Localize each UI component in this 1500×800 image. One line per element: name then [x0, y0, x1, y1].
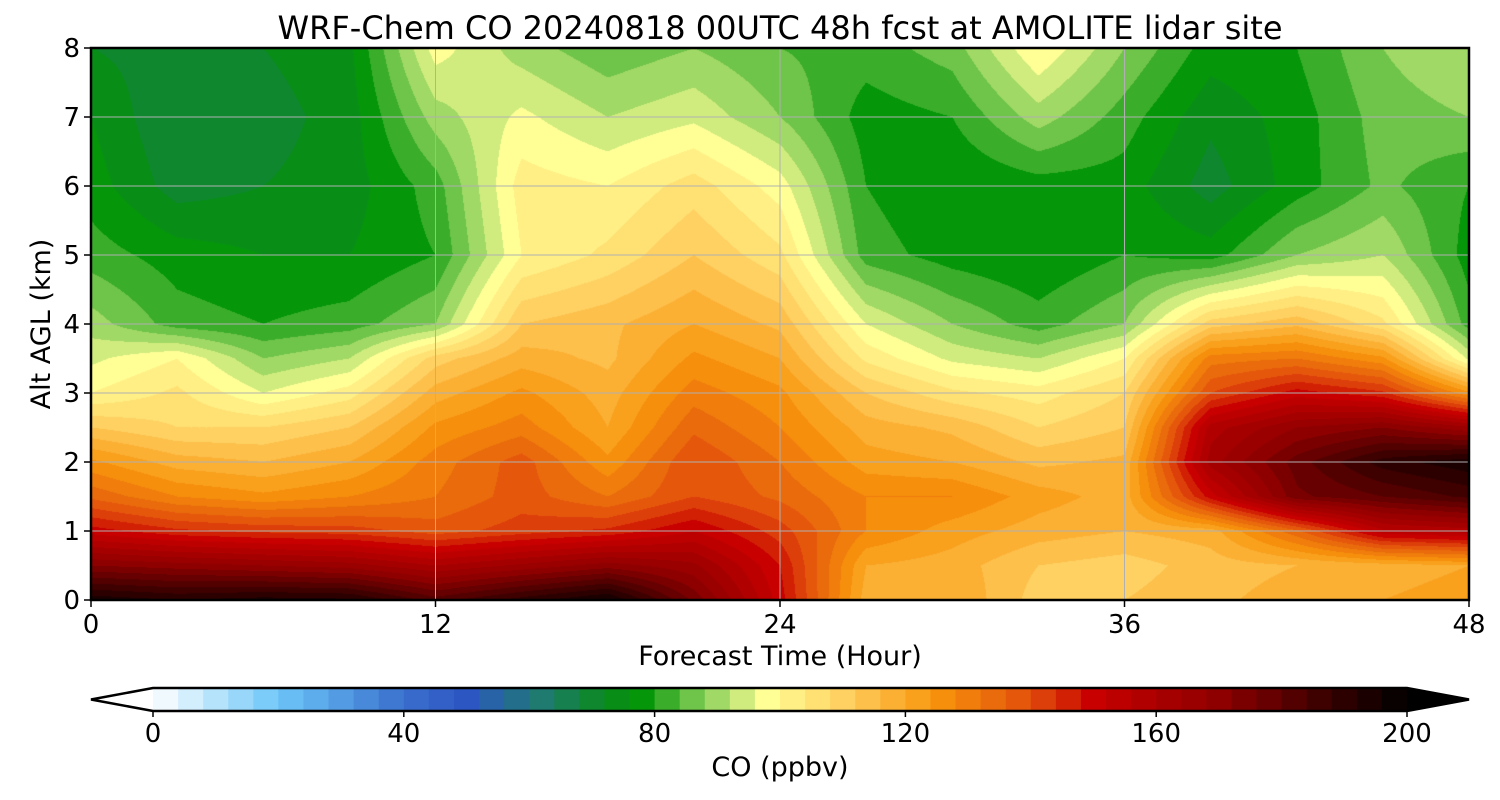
- colorbar-swatch: [855, 688, 881, 711]
- colorbar-swatch: [1131, 688, 1157, 711]
- colorbar-swatch: [1055, 688, 1082, 711]
- x-axis-label: Forecast Time (Hour): [638, 641, 922, 672]
- colorbar-swatch: [303, 688, 330, 711]
- colorbar-swatch: [353, 688, 380, 711]
- colorbar-swatch: [1005, 688, 1032, 711]
- colorbar-swatch: [830, 688, 856, 711]
- colorbar-swatch: [1331, 688, 1358, 711]
- colorbar-swatch: [1306, 688, 1333, 711]
- colorbar-swatch: [1231, 688, 1258, 711]
- colorbar-swatch: [579, 688, 606, 711]
- y-tick-label: 4: [63, 310, 80, 340]
- y-axis: 0 1 2 3 4 5 6 7 8: [63, 34, 91, 616]
- colorbar-swatch: [654, 688, 681, 711]
- colorbar-extend-min: [91, 688, 153, 711]
- colorbar-swatch: [378, 688, 405, 711]
- y-tick-label: 6: [63, 172, 80, 202]
- colorbar-swatch: [278, 688, 305, 711]
- colorbar-extend-max: [1407, 688, 1469, 711]
- colorbar-tick-label: 200: [1382, 719, 1432, 749]
- y-tick-label: 7: [63, 103, 80, 133]
- colorbar-swatch: [1356, 688, 1383, 711]
- colorbar-swatch: [428, 688, 455, 711]
- colorbar-swatch: [754, 688, 781, 711]
- colorbar-swatch: [453, 688, 480, 711]
- colorbar-swatch: [1206, 688, 1233, 711]
- colorbar-swatch: [1381, 688, 1408, 711]
- y-tick-label: 0: [63, 586, 80, 616]
- colorbar-swatch: [403, 688, 430, 711]
- x-tick-label: 48: [1452, 610, 1485, 640]
- colorbar-swatch: [704, 688, 731, 711]
- colorbar-swatch: [930, 688, 957, 711]
- colorbar: 0 40 80 120 160 200: [90, 686, 1470, 749]
- colorbar-swatch: [529, 688, 555, 711]
- chart-title: WRF-Chem CO 20240818 00UTC 48h fcst at A…: [277, 9, 1282, 47]
- colorbar-swatch: [955, 688, 982, 711]
- y-tick-label: 3: [63, 379, 80, 409]
- colorbar-swatch: [328, 688, 355, 711]
- colorbar-tick-label: 160: [1131, 719, 1181, 749]
- colorbar-swatch: [253, 688, 279, 711]
- y-tick-label: 2: [63, 448, 80, 478]
- colorbar-swatch: [554, 688, 580, 711]
- colorbar-swatch: [228, 688, 254, 711]
- colorbar-swatch: [905, 688, 932, 711]
- colorbar-tick-label: 120: [881, 719, 931, 749]
- grid-lines: [91, 48, 1469, 600]
- colorbar-swatch: [805, 688, 831, 711]
- colorbar-swatch: [1156, 688, 1182, 711]
- x-axis: 0 12 24 36 48: [83, 600, 1486, 640]
- colorbar-swatch: [479, 688, 505, 711]
- colorbar-swatch: [178, 688, 204, 711]
- colorbar-tick-label: 80: [638, 719, 671, 749]
- x-tick-label: 12: [419, 610, 452, 640]
- y-tick-label: 8: [63, 34, 80, 64]
- colorbar-swatch: [1281, 688, 1308, 711]
- colorbar-tick-label: 0: [145, 719, 162, 749]
- colorbar-swatch: [504, 688, 530, 711]
- colorbar-swatch: [1106, 688, 1132, 711]
- colorbar-swatch: [880, 688, 906, 711]
- y-tick-label: 1: [63, 517, 80, 547]
- colorbar-swatch: [1181, 688, 1207, 711]
- colorbar-swatch: [604, 688, 631, 711]
- colorbar-swatch: [679, 688, 706, 711]
- colorbar-swatch: [729, 688, 756, 711]
- colorbar-swatch: [629, 688, 656, 711]
- colorbar-tick-label: 40: [387, 719, 420, 749]
- x-tick-label: 36: [1108, 610, 1141, 640]
- y-axis-label: Alt AGL (km): [26, 239, 57, 410]
- colorbar-swatch: [980, 688, 1007, 711]
- colorbar-swatch: [1080, 688, 1107, 711]
- colorbar-swatch: [153, 688, 179, 711]
- x-tick-label: 24: [763, 610, 796, 640]
- colorbar-swatch: [1030, 688, 1057, 711]
- colorbar-swatch: [203, 688, 229, 711]
- x-tick-label: 0: [83, 610, 100, 640]
- colorbar-swatch: [780, 688, 806, 711]
- colorbar-label: CO (ppbv): [711, 752, 848, 783]
- colorbar-swatch: [1256, 688, 1283, 711]
- y-tick-label: 5: [63, 241, 80, 271]
